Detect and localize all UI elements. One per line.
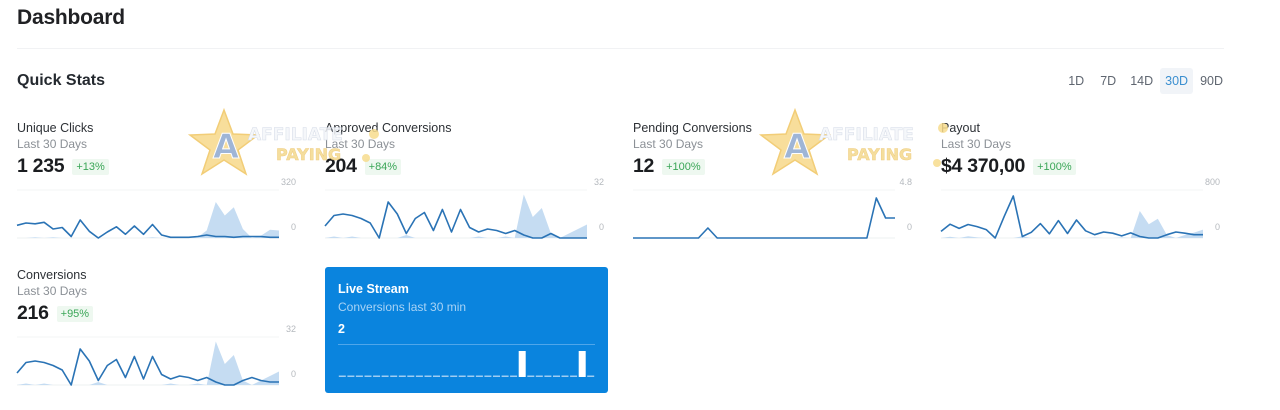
stat-card-pending-conversions: Pending Conversions Last 30 Days 12 +100…: [633, 121, 918, 246]
range-tab-1d[interactable]: 1D: [1068, 74, 1085, 88]
change-badge: +100%: [662, 158, 705, 175]
live-stream-count: 2: [338, 322, 345, 336]
axis-min-label: 0: [906, 222, 912, 232]
change-badge: +95%: [56, 305, 94, 322]
range-tab-7d[interactable]: 7D: [1100, 74, 1117, 88]
stat-value: 1 235: [17, 155, 65, 177]
date-range-tabs: 1D 7D 14D 30D 90D: [1061, 68, 1228, 94]
live-stream-title: Live Stream: [338, 282, 409, 296]
change-badge: +100%: [1033, 158, 1076, 175]
stat-value: $4 370,00: [941, 155, 1026, 177]
live-stream-bar-chart: [338, 344, 595, 380]
header-divider: [17, 48, 1224, 49]
stat-label: Payout: [941, 121, 980, 135]
sparkline-chart: 320 0: [16, 176, 302, 241]
section-title: Quick Stats: [17, 72, 106, 89]
stat-period: Last 30 Days: [325, 137, 396, 151]
range-tab-14d[interactable]: 14D: [1130, 74, 1154, 88]
axis-min-label: 0: [290, 369, 296, 379]
stat-card-payout: Payout Last 30 Days $4 370,00 +100% 800 …: [940, 121, 1226, 246]
range-tab-30d[interactable]: 30D: [1160, 68, 1194, 94]
axis-max-label: 32: [593, 177, 604, 187]
stat-period: Last 30 Days: [17, 137, 88, 151]
stat-label: Conversions: [17, 268, 87, 282]
change-badge: +13%: [72, 158, 109, 175]
stat-card-conversions: Conversions Last 30 Days 216 +95% 32 0: [16, 268, 302, 393]
live-stream-card: Live Stream Conversions last 30 min 2: [325, 267, 608, 393]
sparkline-chart: 32 0: [324, 176, 610, 241]
stat-label: Pending Conversions: [633, 121, 752, 135]
change-badge: +84%: [364, 158, 402, 175]
stat-label: Approved Conversions: [325, 121, 452, 135]
axis-max-label: 32: [285, 324, 296, 334]
stat-value: 216: [17, 302, 49, 324]
axis-min-label: 0: [598, 222, 604, 232]
page-title: Dashboard: [17, 6, 125, 29]
sparkline-chart: 32 0: [16, 323, 302, 388]
stat-period: Last 30 Days: [17, 284, 88, 298]
stat-label: Unique Clicks: [17, 121, 94, 135]
axis-min-label: 0: [290, 222, 296, 232]
live-stream-subtitle: Conversions last 30 min: [338, 300, 467, 314]
stat-period: Last 30 Days: [941, 137, 1012, 151]
axis-max-label: 320: [280, 177, 296, 187]
stat-value: 204: [325, 155, 357, 177]
axis-max-label: 800: [1204, 177, 1220, 187]
range-tab-90d[interactable]: 90D: [1200, 74, 1223, 88]
stat-card-unique-clicks: Unique Clicks Last 30 Days 1 235 +13% 32…: [16, 121, 302, 246]
sparkline-chart: 4.8 0: [633, 176, 918, 241]
axis-min-label: 0: [1214, 222, 1220, 232]
stat-value: 12: [633, 155, 655, 177]
sparkline-chart: 800 0: [940, 176, 1226, 241]
stat-period: Last 30 Days: [633, 137, 704, 151]
stat-card-approved-conversions: Approved Conversions Last 30 Days 204 +8…: [324, 121, 610, 246]
axis-max-label: 4.8: [899, 177, 912, 187]
